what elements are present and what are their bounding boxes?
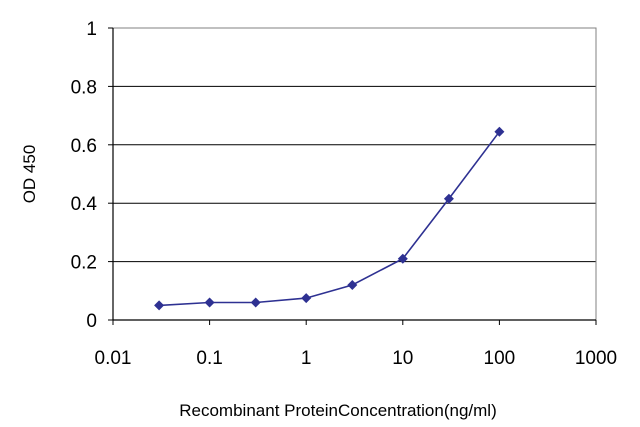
y-tick-label: 0.6 xyxy=(71,136,97,157)
data-point-marker xyxy=(347,280,358,290)
x-tick-label: 0.1 xyxy=(196,348,222,369)
axis-layer: 0 0.2 0.4 0.6 0.8 1 0.01 0.1 1 10 100 1000 xyxy=(71,19,618,369)
data-point-marker xyxy=(397,253,408,264)
x-axis-title: Recombinant ProteinConcentration(ng/ml) xyxy=(179,401,497,420)
series-layer xyxy=(154,126,505,311)
grid-layer xyxy=(113,27,596,263)
y-tick-label: 0.4 xyxy=(71,194,98,215)
y-tick-label: 0 xyxy=(86,311,97,332)
series-line xyxy=(159,131,501,307)
x-tick-label: 10 xyxy=(392,348,413,369)
y-tick-label: 0.2 xyxy=(71,253,97,274)
data-point-marker xyxy=(494,126,505,137)
x-tick-label: 1 xyxy=(301,348,312,369)
data-point-marker xyxy=(443,193,454,204)
y-tick-label: 0.8 xyxy=(71,77,97,98)
data-point-marker xyxy=(154,300,165,311)
x-tick-label: 1000 xyxy=(575,348,617,369)
plot-frame xyxy=(112,27,597,321)
data-point-marker xyxy=(204,297,215,308)
data-point-marker xyxy=(301,293,312,304)
y-axis-title: OD 450 xyxy=(20,145,39,204)
x-tick-label: 100 xyxy=(484,348,516,369)
data-point-marker xyxy=(250,297,261,308)
x-tick-label: 0.01 xyxy=(95,348,132,369)
y-tick-label: 1 xyxy=(86,19,97,40)
